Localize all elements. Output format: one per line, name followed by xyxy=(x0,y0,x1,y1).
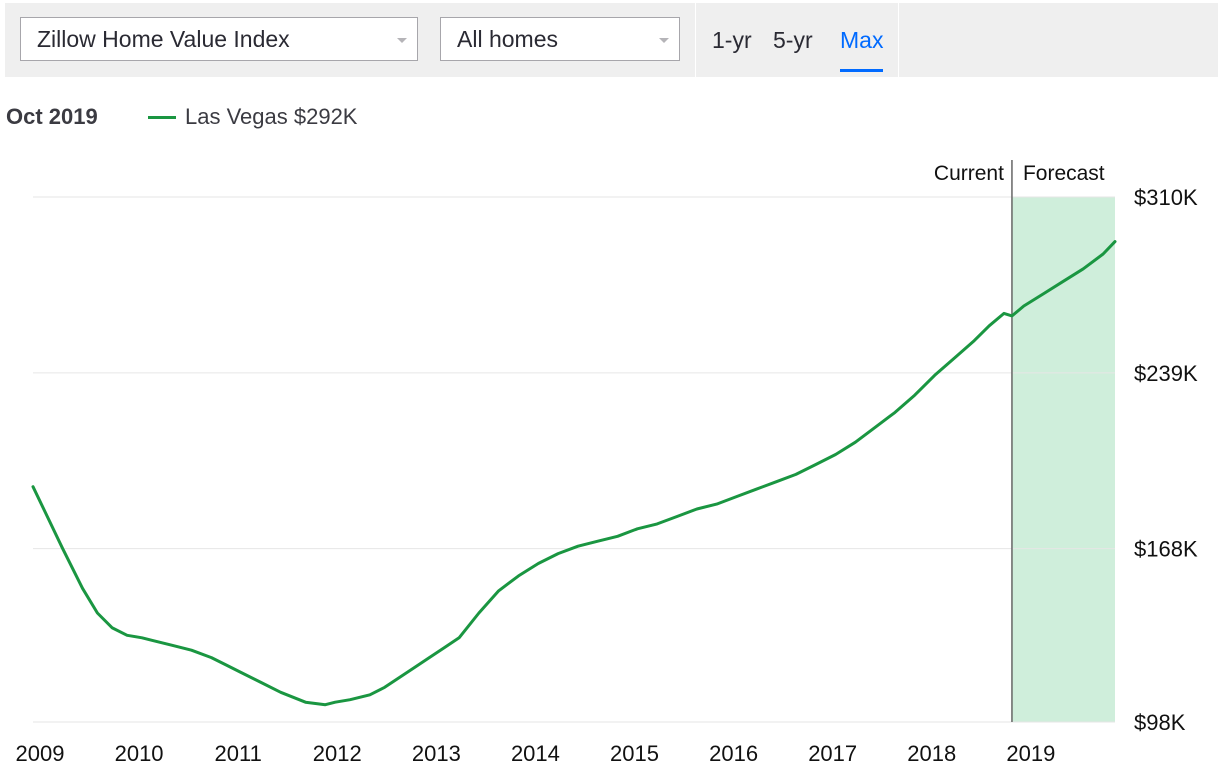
range-tabs: 1-yr 5-yr Max xyxy=(695,3,899,77)
x-tick-label: 2013 xyxy=(412,741,461,766)
x-tick-label: 2009 xyxy=(16,741,65,766)
metric-select-value: Zillow Home Value Index xyxy=(37,26,290,52)
x-tick-label: 2010 xyxy=(115,741,164,766)
current-label: Current xyxy=(934,162,1004,185)
x-tick-label: 2017 xyxy=(808,741,857,766)
y-tick-label: $239K xyxy=(1134,361,1198,386)
x-tick-label: 2014 xyxy=(511,741,560,766)
y-tick-label: $98K xyxy=(1134,710,1186,735)
forecast-region xyxy=(1011,197,1115,722)
x-tick-label: 2016 xyxy=(709,741,758,766)
chart-toolbar: Zillow Home Value Index All homes 1-yr 5… xyxy=(5,3,1218,77)
legend-swatch xyxy=(148,116,176,119)
x-tick-label: 2018 xyxy=(907,741,956,766)
y-tick-label: $310K xyxy=(1134,185,1198,210)
x-tick-label: 2012 xyxy=(313,741,362,766)
x-tick-label: 2015 xyxy=(610,741,659,766)
x-tick-label: 2019 xyxy=(1006,741,1055,766)
home-type-select[interactable]: All homes xyxy=(440,17,680,61)
chevron-down-icon xyxy=(659,38,669,43)
legend-date: Oct 2019 xyxy=(6,104,98,129)
series-line-las-vegas xyxy=(31,240,1117,707)
range-tab-5yr[interactable]: 5-yr xyxy=(773,27,813,53)
chevron-down-icon xyxy=(397,38,407,43)
home-type-select-value: All homes xyxy=(457,26,558,52)
legend-series-label: Las Vegas $292K xyxy=(185,104,358,129)
metric-select[interactable]: Zillow Home Value Index xyxy=(20,17,418,61)
x-tick-label: 2011 xyxy=(215,741,262,766)
range-tab-max[interactable]: Max xyxy=(840,25,884,72)
range-tab-1yr[interactable]: 1-yr xyxy=(712,27,752,53)
y-tick-label: $168K xyxy=(1134,537,1198,562)
forecast-label: Forecast xyxy=(1023,162,1105,185)
